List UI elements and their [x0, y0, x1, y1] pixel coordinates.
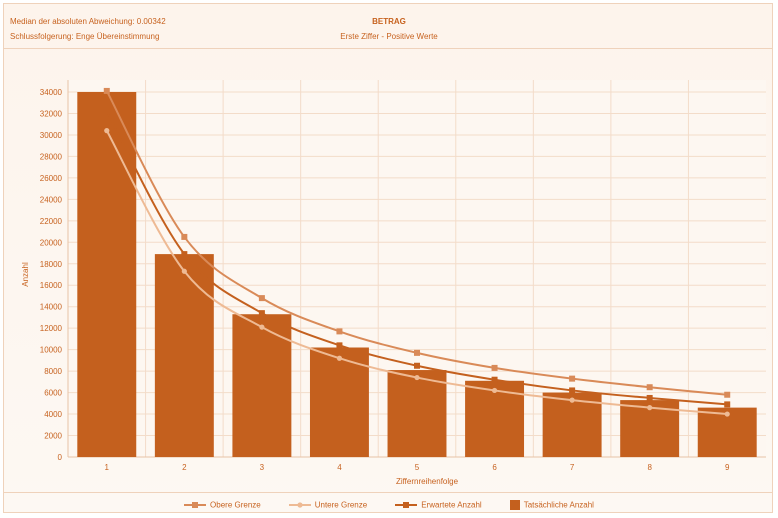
y-axis-title: Anzahl: [21, 262, 30, 287]
upper-bound-point: [646, 384, 653, 391]
y-tick-label: 10000: [40, 346, 63, 355]
y-tick-label: 30000: [40, 131, 63, 140]
bar-actual-count: [77, 92, 137, 457]
lower-bound-point: [259, 324, 265, 330]
legend-line-swatch: [184, 502, 207, 508]
legend-item: Obere Grenze: [184, 500, 261, 510]
y-tick-label: 18000: [40, 260, 63, 269]
lower-bound-point: [569, 397, 575, 403]
y-tick-label: 12000: [40, 324, 63, 333]
expected-count-point: [414, 362, 420, 369]
legend-item: Erwartete Anzahl: [395, 500, 482, 510]
expected-count-point: [103, 108, 110, 115]
expected-count-point: [646, 394, 653, 401]
upper-bound-point: [336, 328, 343, 335]
lower-bound-point: [724, 411, 730, 417]
bar-actual-count: [154, 254, 214, 457]
x-tick-label: 8: [647, 463, 652, 472]
upper-bound-point: [103, 87, 110, 94]
upper-bound-point: [569, 375, 576, 382]
x-axis-title: Ziffernreihenfolge: [396, 477, 459, 486]
upper-bound-point: [181, 233, 188, 240]
y-tick-label: 26000: [40, 174, 63, 183]
legend-line-swatch: [288, 502, 311, 508]
x-tick-label: 2: [182, 463, 187, 472]
conclusion-text: Schlussfolgerung: Enge Übereinstimmung: [10, 32, 160, 41]
expected-count-point: [569, 387, 576, 394]
x-tick-label: 5: [415, 463, 420, 472]
legend-item: Tatsächliche Anzahl: [509, 500, 594, 510]
chart-title: BETRAG: [372, 17, 406, 26]
bar-actual-count: [387, 370, 447, 457]
x-tick-label: 9: [725, 463, 730, 472]
y-tick-label: 20000: [40, 238, 63, 247]
y-tick-label: 6000: [44, 389, 62, 398]
upper-bound-point: [414, 349, 420, 356]
legend-label: Tatsächliche Anzahl: [523, 500, 594, 510]
y-tick-label: 8000: [44, 367, 62, 376]
y-tick-label: 34000: [40, 88, 63, 97]
legend-label: Obere Grenze: [210, 500, 261, 510]
x-tick-label: 1: [105, 463, 110, 472]
lower-bound-point: [647, 405, 653, 411]
x-tick-label: 6: [492, 463, 497, 472]
lower-bound-point: [104, 128, 110, 134]
legend-label: Untere Grenze: [314, 500, 368, 510]
expected-count-point: [336, 342, 343, 349]
x-tick-label: 4: [337, 463, 342, 472]
y-tick-label: 28000: [40, 152, 63, 161]
x-tick-label: 3: [260, 463, 265, 472]
y-tick-label: 2000: [44, 432, 62, 441]
expected-count-point: [258, 310, 265, 317]
chart-subtitle: Erste Ziffer - Positive Werte: [340, 32, 438, 41]
bar-actual-count: [542, 392, 602, 457]
lower-bound-point: [491, 387, 498, 394]
legend-divider: [3, 492, 773, 493]
x-tick-label: 7: [570, 463, 575, 472]
expected-count-point: [181, 251, 188, 258]
y-tick-label: 4000: [44, 410, 62, 419]
upper-bound-point: [724, 391, 731, 398]
y-tick-label: 14000: [40, 303, 63, 312]
lower-bound-point: [414, 374, 420, 381]
expected-count-point: [491, 376, 498, 383]
bar-actual-count: [232, 314, 292, 457]
stats-header: Median der absoluten Abweichung: 0.00342…: [10, 14, 166, 44]
y-tick-label: 24000: [40, 195, 63, 204]
upper-bound-point: [258, 295, 265, 302]
legend-label: Erwartete Anzahl: [421, 500, 482, 510]
y-tick-label: 16000: [40, 281, 63, 290]
chart-legend: Obere Grenze Untere Grenze Erwartete Anzah…: [0, 500, 778, 516]
y-tick-label: 32000: [40, 109, 63, 118]
mad-metric-text: Median der absoluten Abweichung: 0.00342: [10, 17, 166, 26]
lower-bound-point: [336, 355, 343, 361]
expected-count-point: [724, 401, 731, 408]
lower-bound-point: [181, 268, 187, 274]
bar-actual-count: [309, 347, 369, 457]
upper-bound-point: [491, 364, 498, 371]
header-divider: [3, 48, 773, 49]
legend-item: Untere Grenze: [288, 500, 368, 510]
y-tick-label: 22000: [40, 217, 63, 226]
legend-line-swatch: [395, 502, 418, 508]
y-tick-label: 0: [58, 453, 63, 462]
legend-bar-swatch: [509, 500, 520, 510]
chart-header: BETRAG Erste Ziffer - Positive Werte: [0, 14, 778, 44]
